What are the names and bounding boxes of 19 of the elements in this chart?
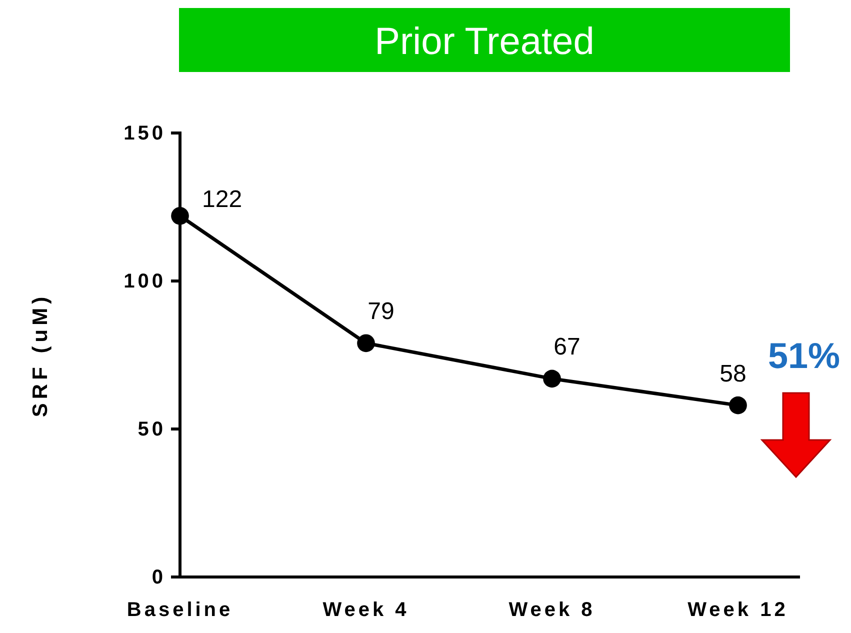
annotation: 51%: [768, 335, 840, 376]
data-label: 67: [554, 334, 580, 361]
y-tick-label: 50: [138, 418, 166, 440]
x-tick-label: Week 8: [508, 599, 596, 621]
point: [729, 396, 747, 414]
y-tick-label: 0: [152, 566, 166, 588]
x-tick-label: Week 12: [688, 599, 788, 621]
y-tick-label: 100: [124, 270, 166, 292]
y-tick-label: 150: [124, 122, 166, 144]
data-label: 122: [202, 186, 242, 213]
data-label: 58: [720, 360, 746, 388]
point: [357, 334, 375, 352]
x-tick-label: Baseline: [126, 599, 234, 621]
x-tick-label: Week 4: [322, 599, 410, 621]
chart-title: Prior Treated: [374, 21, 594, 63]
point: [171, 206, 189, 225]
data-label: 79: [368, 298, 394, 326]
y-axis-title: SRF (uM): [29, 292, 52, 418]
point: [543, 370, 561, 388]
